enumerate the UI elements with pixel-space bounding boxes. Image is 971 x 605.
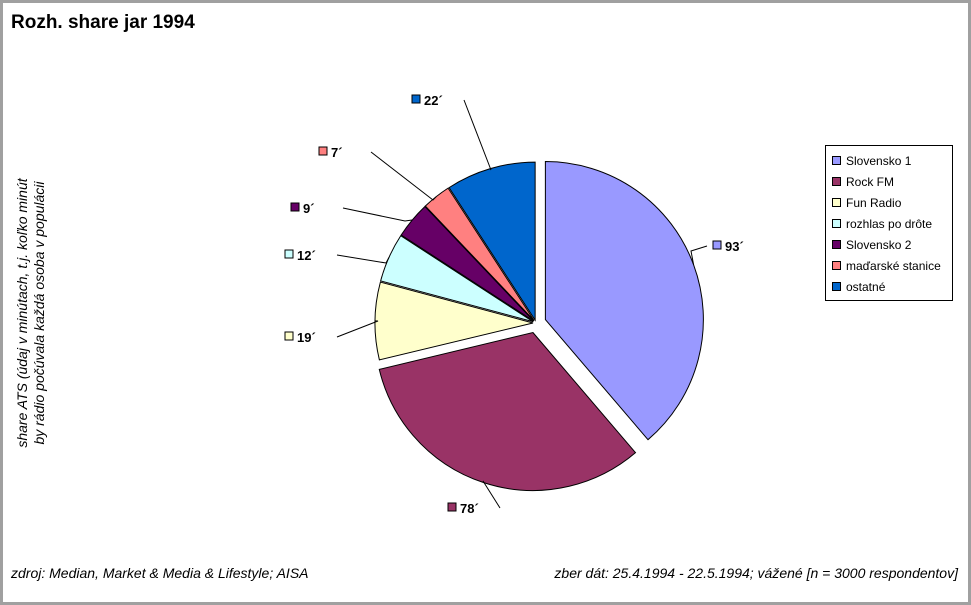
legend-item: Slovensko 1 bbox=[832, 150, 948, 171]
data-label: 9´ bbox=[303, 201, 315, 216]
legend-swatch bbox=[832, 219, 841, 228]
legend-item: Rock FM bbox=[832, 171, 948, 192]
legend-item: rozhlas po drôte bbox=[832, 213, 948, 234]
data-label: 7´ bbox=[331, 145, 343, 160]
legend-swatch bbox=[832, 156, 841, 165]
legend-swatch bbox=[832, 240, 841, 249]
legend-item: Slovensko 2 bbox=[832, 234, 948, 255]
pie-chart: 93´ 78´ 19´ 12´ 9´ 7´ 22´ bbox=[284, 93, 744, 516]
legend-swatch bbox=[832, 198, 841, 207]
legend-item: ostatné bbox=[832, 276, 948, 297]
data-label-swatch bbox=[290, 202, 300, 212]
pie-slice-slovensko-1 bbox=[544, 161, 704, 441]
legend-label: Slovensko 2 bbox=[846, 237, 912, 252]
legend-label: maďarské stanice bbox=[846, 258, 941, 273]
data-label: 19´ bbox=[297, 330, 316, 345]
legend-item: Fun Radio bbox=[832, 192, 948, 213]
pie-slice-maďarské-stanice bbox=[424, 187, 535, 321]
data-label-swatch bbox=[411, 94, 421, 104]
chart-title: Rozh. share jar 1994 bbox=[11, 12, 195, 33]
data-label-swatch bbox=[447, 502, 457, 512]
legend-item: maďarské stanice bbox=[832, 255, 948, 276]
data-label-swatch bbox=[712, 240, 722, 250]
data-label: 93´ bbox=[725, 239, 744, 254]
pie-slice-rozhlas-po-drôte bbox=[380, 235, 534, 323]
legend: Slovensko 1 Rock FM Fun Radio rozhlas po dr… bbox=[825, 145, 953, 301]
source-note: zdroj: Median, Market & Media & Lifestyl… bbox=[11, 565, 309, 581]
legend-label: Fun Radio bbox=[846, 195, 902, 210]
legend-label: Rock FM bbox=[846, 174, 894, 189]
legend-swatch bbox=[832, 282, 841, 291]
legend-swatch bbox=[832, 261, 841, 270]
leader-line bbox=[690, 245, 708, 265]
data-label: 78´ bbox=[460, 501, 479, 516]
leader-line bbox=[463, 99, 492, 171]
data-label: 12´ bbox=[297, 248, 316, 263]
data-label-swatch bbox=[284, 331, 294, 341]
data-label-swatch bbox=[318, 146, 328, 156]
legend-label: ostatné bbox=[846, 279, 886, 294]
leader-line bbox=[336, 320, 379, 338]
legend-label: Slovensko 1 bbox=[846, 153, 912, 168]
data-label-swatch bbox=[284, 249, 294, 259]
legend-label: rozhlas po drôte bbox=[846, 216, 933, 231]
leader-line bbox=[482, 480, 501, 509]
legend-swatch bbox=[832, 177, 841, 186]
leader-line bbox=[370, 151, 437, 201]
leader-line bbox=[336, 254, 390, 264]
collection-note: zber dát: 25.4.1994 - 22.5.1994; vážené … bbox=[554, 565, 958, 581]
leader-line bbox=[342, 207, 413, 222]
data-label: 22´ bbox=[424, 93, 443, 108]
